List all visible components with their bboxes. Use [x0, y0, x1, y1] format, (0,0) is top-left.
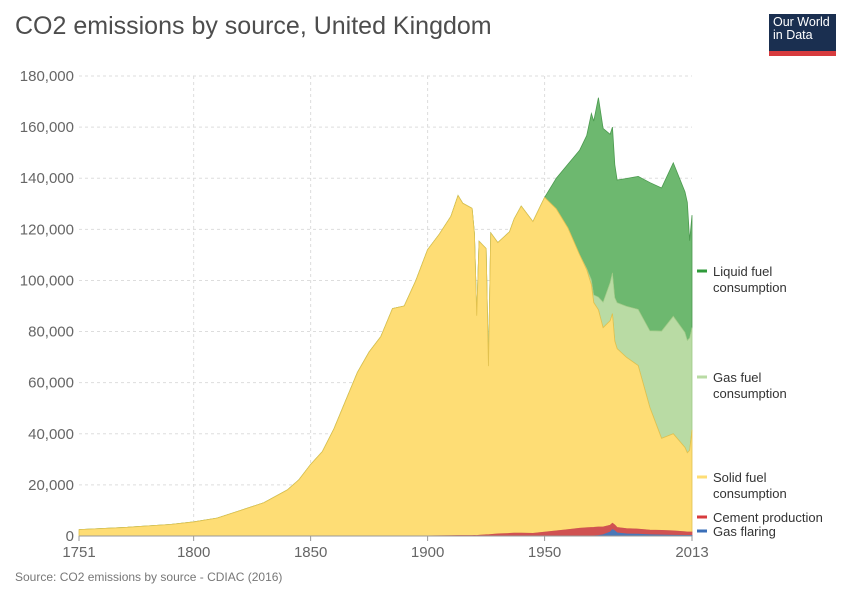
- x-tick-label: 1800: [177, 544, 210, 561]
- legend-label[interactable]: Gas fuel: [713, 370, 762, 385]
- chart-title: CO2 emissions by source, United Kingdom: [15, 12, 492, 40]
- legend-label[interactable]: Gas flaring: [713, 524, 776, 539]
- y-tick-label: 0: [66, 528, 74, 545]
- stacked-areas: [78, 97, 693, 537]
- x-tick-label: 1751: [62, 544, 95, 561]
- y-axis-ticks: 0 20,000 40,000 60,000 80,000 100,000 120,000 1…: [20, 68, 74, 545]
- y-tick-label: 80,000: [28, 324, 74, 341]
- x-tick-label: 2013: [675, 544, 708, 561]
- y-tick-label: 100,000: [20, 272, 74, 289]
- y-tick-label: 160,000: [20, 119, 74, 136]
- source-note: Source: CO2 emissions by source - CDIAC …: [15, 570, 283, 584]
- legend-label[interactable]: Solid fuel: [713, 470, 767, 485]
- x-axis-ticks: 1751 1800 1850 1900 1950 2013: [62, 536, 709, 561]
- y-tick-label: 180,000: [20, 68, 74, 85]
- legend-label[interactable]: consumption: [713, 280, 787, 295]
- legend-label[interactable]: consumption: [713, 386, 787, 401]
- y-tick-label: 120,000: [20, 221, 74, 238]
- logo-accent-bar: [769, 51, 836, 56]
- owid-logo[interactable]: Our World in Data: [769, 14, 836, 56]
- x-tick-label: 1850: [294, 544, 327, 561]
- y-tick-label: 140,000: [20, 170, 74, 187]
- logo-line-2: in Data: [773, 28, 813, 42]
- y-tick-label: 60,000: [28, 375, 74, 392]
- legend-label[interactable]: Cement production: [713, 510, 823, 525]
- legend-label[interactable]: Liquid fuel: [713, 264, 772, 279]
- y-tick-label: 20,000: [28, 477, 74, 494]
- logo-line-1: Our World: [773, 15, 830, 29]
- y-tick-label: 40,000: [28, 426, 74, 443]
- legend-label[interactable]: consumption: [713, 486, 787, 501]
- x-tick-label: 1950: [528, 544, 561, 561]
- x-tick-label: 1900: [411, 544, 444, 561]
